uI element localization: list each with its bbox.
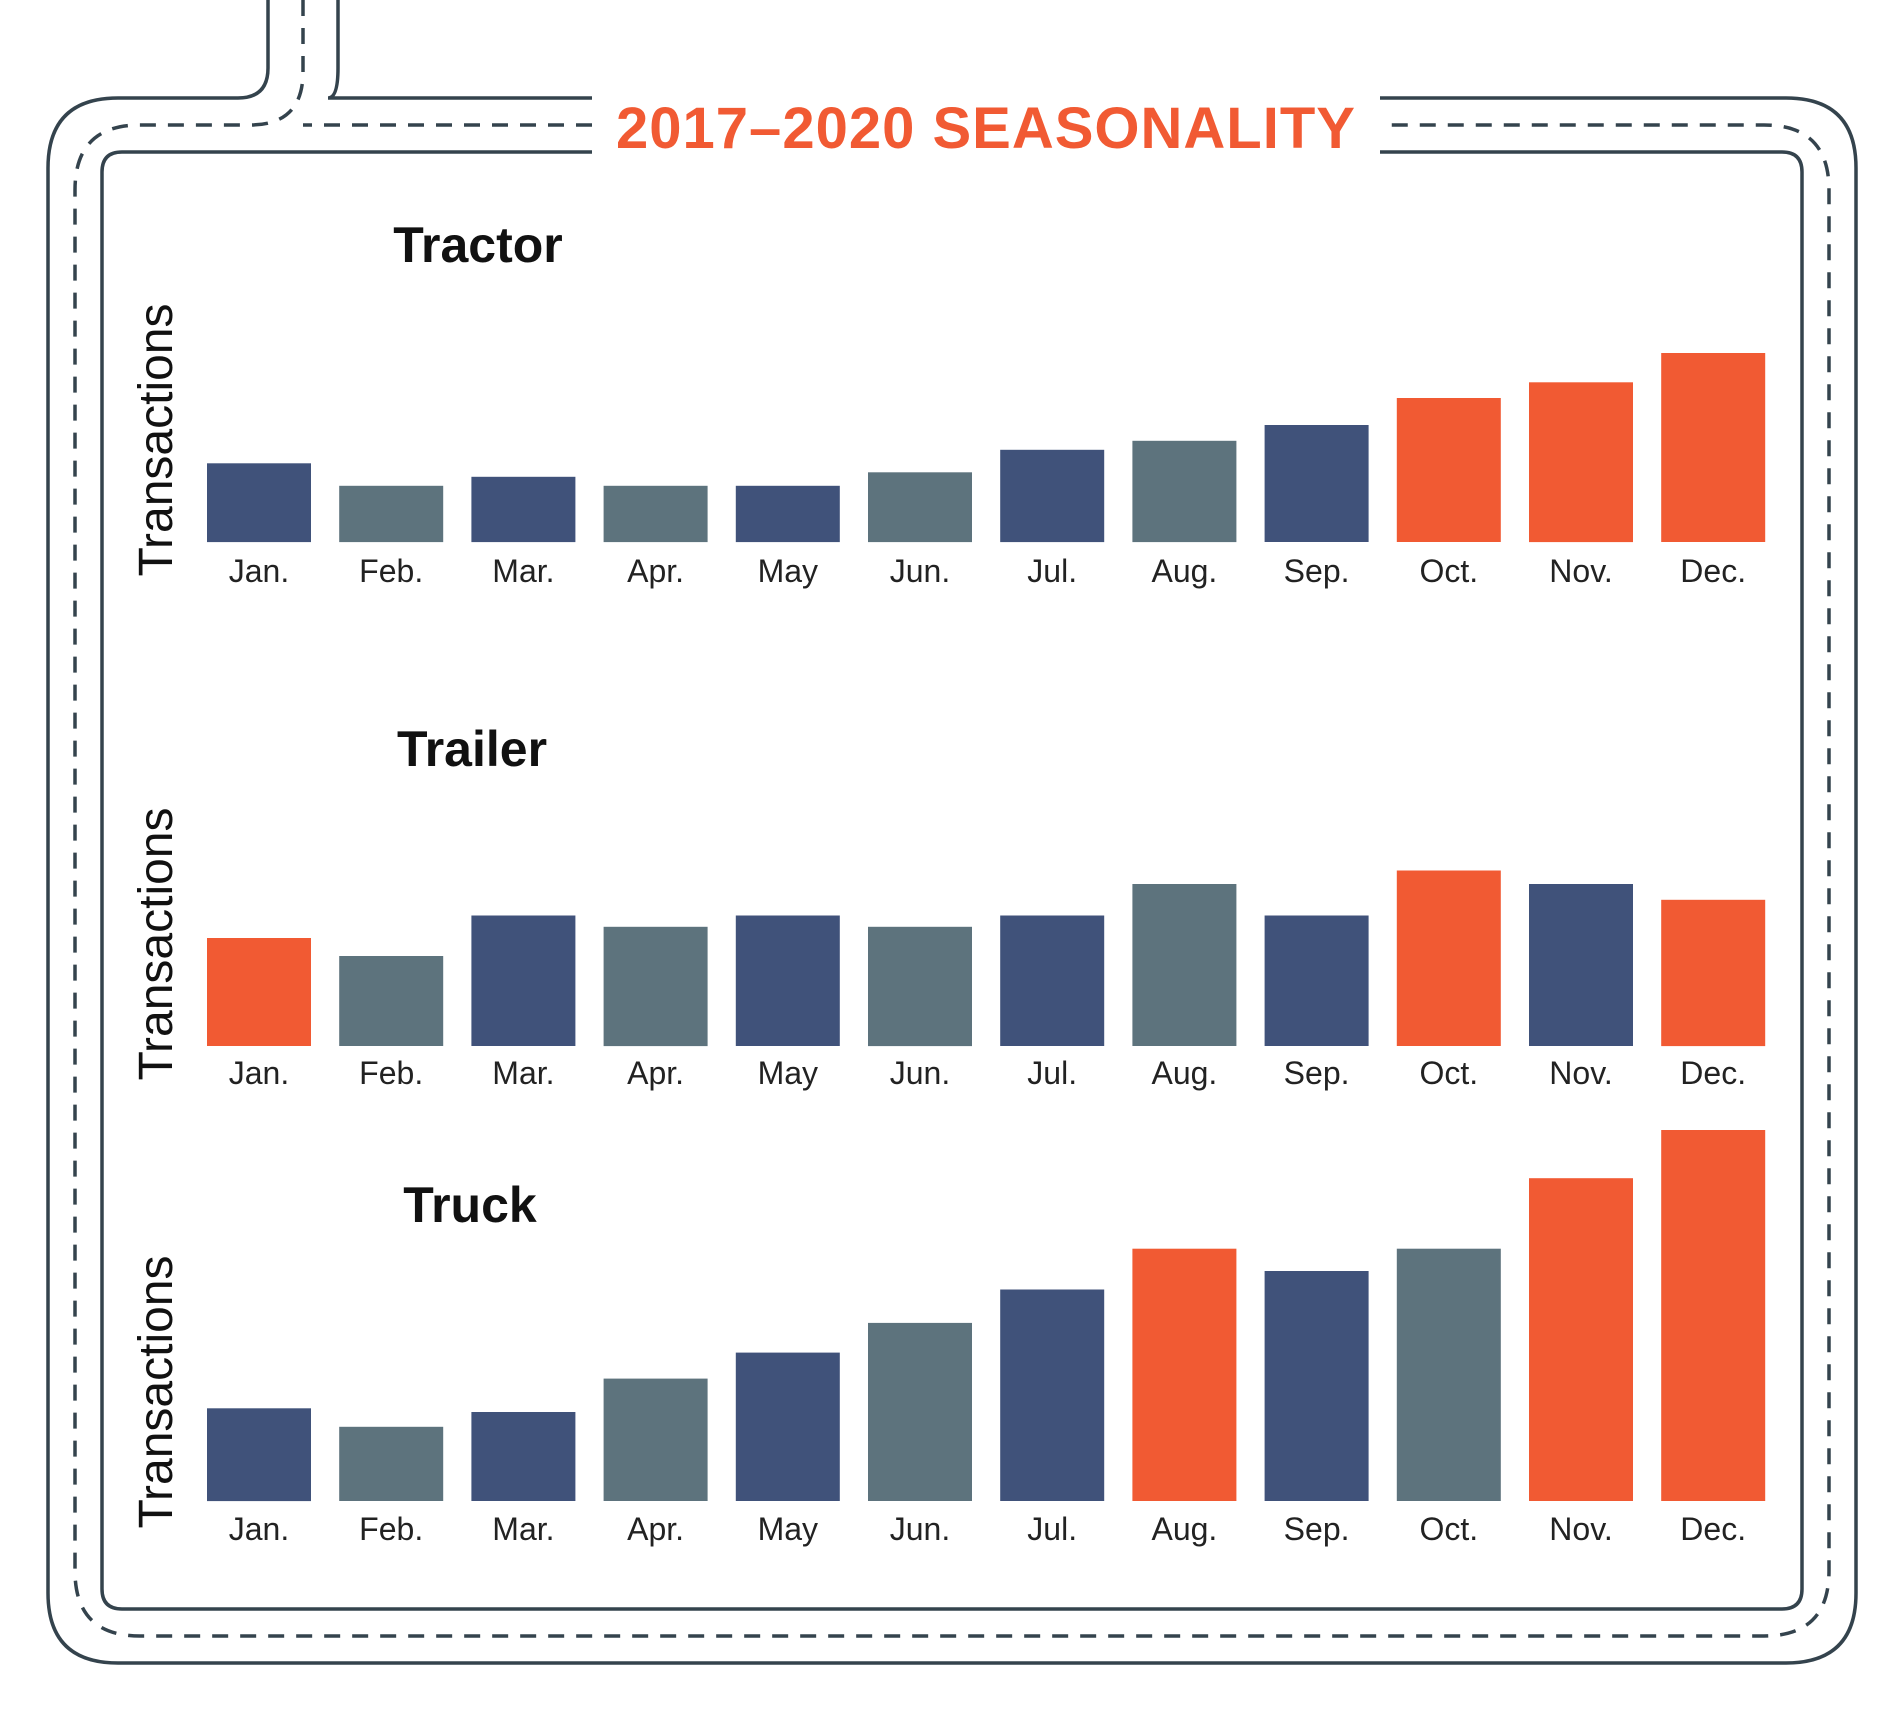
chart-tractor: Tractor Transactions Jan. Feb. Mar. Apr. May… [130, 217, 1766, 589]
bar-nov [1529, 884, 1633, 1046]
bar-dec [1661, 1130, 1766, 1501]
bar-jun [868, 472, 972, 543]
x-tick-label: Apr. [627, 1055, 684, 1091]
bar-group [207, 870, 1766, 1047]
bar-may [735, 1352, 840, 1501]
bar-oct [1396, 870, 1501, 1046]
x-tick-label: Jul. [1027, 1511, 1077, 1547]
x-tick-label: Jan. [229, 1511, 289, 1547]
bar-feb [339, 485, 444, 543]
x-tick-label: Dec. [1680, 1055, 1746, 1091]
x-tick-label: Oct. [1419, 1511, 1478, 1547]
x-tick-label: Sep. [1284, 553, 1350, 589]
chart-title: Trailer [397, 721, 547, 777]
bar-mar [471, 1412, 576, 1501]
x-tick-label: Oct. [1419, 1055, 1478, 1091]
x-tick-label: Nov. [1549, 553, 1612, 589]
x-tick-label: Dec. [1680, 1511, 1746, 1547]
bar-aug [1132, 884, 1237, 1046]
frame-outer-line [46, 0, 1858, 1665]
x-tick-label: Jun. [890, 1055, 950, 1091]
x-tick-label: May [758, 1055, 818, 1091]
bar-aug [1132, 1248, 1237, 1501]
x-tick-labels: Jan. Feb. Mar. Apr. May Jun. Jul. Aug. Sep. Oct. N… [229, 1055, 1746, 1091]
y-axis-label: Transactions [130, 304, 183, 577]
frame-center-dashes [73, 0, 1831, 1638]
x-tick-label: Mar. [492, 553, 554, 589]
x-tick-label: Oct. [1419, 553, 1478, 589]
bar-apr [603, 1378, 708, 1501]
bar-jul [1000, 449, 1105, 543]
bar-dec [1661, 899, 1766, 1047]
x-tick-label: Sep. [1284, 1055, 1350, 1091]
bar-mar [471, 476, 576, 543]
x-tick-label: Nov. [1549, 1055, 1612, 1091]
x-tick-label: May [758, 553, 818, 589]
bar-apr [603, 485, 708, 543]
chart-title: Tractor [393, 217, 563, 273]
bar-jan [207, 463, 311, 543]
x-tick-label: May [758, 1511, 818, 1547]
x-tick-label: Jun. [890, 553, 950, 589]
x-tick-label: Dec. [1680, 553, 1746, 589]
bar-dec [1661, 353, 1766, 542]
bar-jun [868, 1322, 972, 1501]
bar-jul [1000, 915, 1105, 1046]
x-tick-label: Feb. [359, 1055, 423, 1091]
bar-sep [1264, 425, 1369, 542]
infographic-title: 2017–2020 SEASONALITY [616, 96, 1356, 161]
x-tick-label: Mar. [492, 1511, 554, 1547]
x-tick-label: Jul. [1027, 553, 1077, 589]
bar-nov [1529, 1178, 1633, 1501]
bar-may [735, 485, 840, 543]
chart-title: Truck [403, 1177, 537, 1233]
x-tick-label: Jul. [1027, 1055, 1077, 1091]
x-tick-label: Nov. [1549, 1511, 1612, 1547]
x-tick-label: Feb. [359, 1511, 423, 1547]
x-tick-label: Jun. [890, 1511, 950, 1547]
x-tick-labels: Jan. Feb. Mar. Apr. May Jun. Jul. Aug. Sep. Oct. N… [229, 553, 1746, 589]
x-tick-label: Aug. [1151, 553, 1217, 589]
bar-jan [207, 938, 311, 1046]
y-axis-label: Transactions [130, 1256, 183, 1529]
x-tick-label: Aug. [1151, 1511, 1217, 1547]
x-tick-labels: Jan. Feb. Mar. Apr. May Jun. Jul. Aug. Sep. Oct. N… [229, 1511, 1746, 1547]
road-frame [46, 0, 1858, 1665]
x-tick-label: Apr. [627, 1511, 684, 1547]
chart-trailer: Trailer Transactions Jan. Feb. Mar. Apr. May… [130, 721, 1766, 1091]
bar-group [207, 1130, 1766, 1502]
bar-nov [1529, 382, 1633, 543]
bar-group [207, 353, 1766, 543]
x-tick-label: Apr. [627, 553, 684, 589]
x-tick-label: Mar. [492, 1055, 554, 1091]
bar-oct [1396, 398, 1501, 542]
bar-may [735, 915, 840, 1046]
x-tick-label: Jan. [229, 1055, 289, 1091]
bar-mar [471, 915, 576, 1046]
bar-jan [207, 1408, 311, 1502]
bar-feb [339, 1426, 444, 1501]
bar-sep [1264, 1271, 1369, 1501]
x-tick-label: Sep. [1284, 1511, 1350, 1547]
x-tick-label: Jan. [229, 553, 289, 589]
chart-truck: Truck Transactions Jan. Feb. Mar. Apr. May Ju… [130, 1130, 1766, 1547]
bar-jul [1000, 1289, 1105, 1501]
bar-aug [1132, 440, 1237, 543]
bar-oct [1396, 1248, 1501, 1501]
y-axis-label: Transactions [130, 808, 183, 1081]
frame-inner-line [100, 150, 1804, 1611]
bar-feb [339, 956, 444, 1046]
x-tick-label: Aug. [1151, 1055, 1217, 1091]
bar-sep [1264, 915, 1369, 1046]
bar-apr [603, 926, 708, 1047]
bar-jun [868, 926, 972, 1047]
x-tick-label: Feb. [359, 553, 423, 589]
